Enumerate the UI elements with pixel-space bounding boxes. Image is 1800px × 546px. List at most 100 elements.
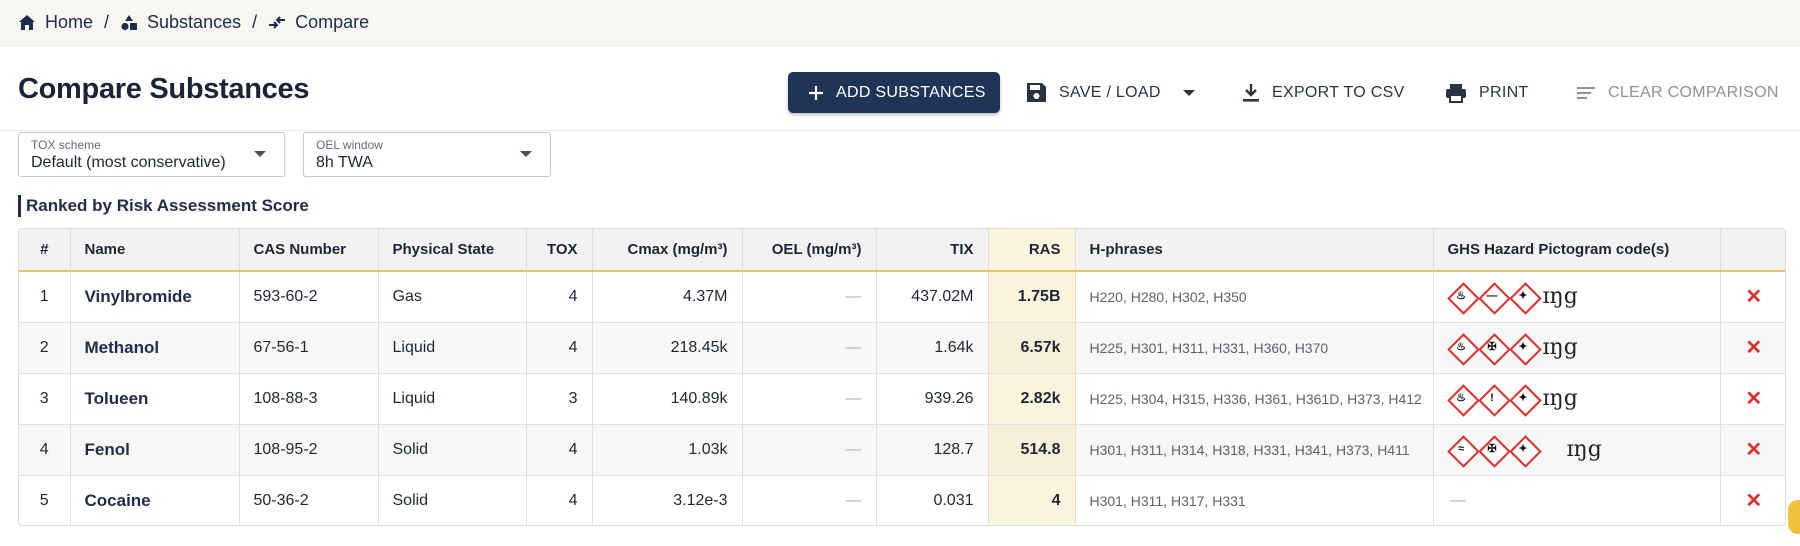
tox-scheme-value: Default (most conservative) <box>31 154 226 171</box>
flame-pictogram-icon: ♨ <box>1448 334 1475 361</box>
cell-tox: 4 <box>526 424 593 475</box>
health-pictogram-icon: ✦ <box>1510 334 1537 361</box>
cell-tox: 3 <box>526 373 593 424</box>
cell-hphrases: H225, H304, H315, H336, H361, H361D, H37… <box>1075 373 1434 424</box>
shapes-icon <box>121 15 138 31</box>
column-header-tix[interactable]: TIX <box>876 229 989 271</box>
cell-cmax: 1.03k <box>592 424 743 475</box>
tox-scheme-label: TOX scheme <box>31 138 101 152</box>
health-pictogram-icon: ✦ <box>1510 385 1537 412</box>
printer-icon <box>1446 83 1466 103</box>
plus-icon <box>809 85 823 100</box>
cell-actions: ✕ <box>1720 322 1785 373</box>
chevron-down-icon <box>1182 89 1195 96</box>
home-icon <box>19 15 35 30</box>
cell-ras: 1.75B <box>988 271 1076 322</box>
skull-pictogram-icon: ✠ <box>1479 334 1506 361</box>
section-title: Ranked by Risk Assessment Score <box>18 195 309 217</box>
health-pictogram-icon: ✦ <box>1510 436 1537 463</box>
cell-ras: 6.57k <box>988 322 1076 373</box>
column-header-cmax[interactable]: Cmax (mg/m³) <box>592 229 743 271</box>
cell-name[interactable]: Vinylbromide <box>70 271 240 322</box>
cell-cmax: 140.89k <box>592 373 743 424</box>
remove-row-button[interactable]: ✕ <box>1745 490 1763 513</box>
save-load-label: SAVE / LOAD <box>1059 83 1161 101</box>
cell-cas: 108-88-3 <box>239 373 379 424</box>
breadcrumb: Home / Substances / Compare <box>0 0 1800 46</box>
column-header-rank[interactable]: # <box>19 229 71 271</box>
pictogram-extra: ɪŋg <box>1542 284 1578 310</box>
column-header-ras[interactable]: RAS <box>988 229 1076 271</box>
skull-pictogram-icon: ✠ <box>1479 436 1506 463</box>
cell-tix: 1.64k <box>876 322 989 373</box>
cell-state: Liquid <box>378 373 527 424</box>
corrosion-pictogram-icon: ≈ <box>1448 436 1475 463</box>
breadcrumb-compare-label: Compare <box>295 12 370 32</box>
column-header-hphrases[interactable]: H-phrases <box>1075 229 1434 271</box>
clear-comparison-button[interactable]: CLEAR COMPARISON <box>1576 72 1779 113</box>
compare-arrows-icon <box>269 16 286 29</box>
cell-pictograms: ♨ — ✦ ɪŋg <box>1433 271 1721 322</box>
cell-tox: 4 <box>526 475 593 525</box>
tox-scheme-select[interactable]: TOX scheme Default (most conservative) <box>18 132 285 177</box>
cell-state: Solid <box>378 424 527 475</box>
table-row: 3 Tolueen 108-88-3 Liquid 3 140.89k — 93… <box>19 373 1785 424</box>
breadcrumb-substances[interactable]: Substances <box>120 12 241 33</box>
oel-window-select[interactable]: OEL window 8h TWA <box>303 132 551 177</box>
gas-pictogram-icon: — <box>1479 283 1506 310</box>
pictogram-extra: ɪŋg <box>1542 386 1578 411</box>
save-load-button[interactable]: SAVE / LOAD <box>1026 72 1195 113</box>
print-button[interactable]: PRINT <box>1445 72 1529 113</box>
cell-name[interactable]: Cocaine <box>70 475 240 525</box>
table-row: 1 Vinylbromide 593-60-2 Gas 4 4.37M — 43… <box>19 271 1785 322</box>
cell-tox: 4 <box>526 322 593 373</box>
column-header-oel[interactable]: OEL (mg/m³) <box>742 229 877 271</box>
cell-pictograms: ≈ ✠ ✦ ɪŋg <box>1433 424 1721 475</box>
oel-window-label: OEL window <box>316 138 383 152</box>
cell-state: Gas <box>378 271 527 322</box>
pictogram-extra: ɪŋg <box>1542 335 1578 360</box>
page-header: Compare Substances ADD SUBSTANCES SAVE /… <box>0 47 1800 131</box>
remove-row-button[interactable]: ✕ <box>1745 388 1763 410</box>
print-label: PRINT <box>1479 83 1529 101</box>
download-icon <box>1243 83 1259 102</box>
column-header-cas[interactable]: CAS Number <box>239 229 379 271</box>
cell-cmax: 4.37M <box>592 271 743 322</box>
cell-name[interactable]: Tolueen <box>70 373 240 424</box>
pictogram-extra: — <box>1449 491 1466 509</box>
cell-pictograms: ♨ ✠ ✦ ɪŋg <box>1433 322 1721 373</box>
breadcrumb-separator: / <box>252 12 258 32</box>
help-tab[interactable] <box>1788 500 1800 534</box>
add-substances-button[interactable]: ADD SUBSTANCES <box>788 72 1000 113</box>
cell-hphrases: H225, H301, H311, H331, H360, H370 <box>1075 322 1434 373</box>
remove-row-button[interactable]: ✕ <box>1745 286 1763 309</box>
cell-ras: 514.8 <box>988 424 1076 475</box>
table-header-row: # Name CAS Number Physical State TOX Cma… <box>19 229 1785 271</box>
column-header-pictograms[interactable]: GHS Hazard Pictogram code(s) <box>1433 229 1721 271</box>
remove-row-button[interactable]: ✕ <box>1745 439 1763 461</box>
cell-hphrases: H301, H311, H317, H331 <box>1075 475 1434 525</box>
cell-hphrases: H301, H311, H314, H318, H331, H341, H373… <box>1075 424 1434 475</box>
column-header-actions <box>1720 229 1785 271</box>
cell-name[interactable]: Fenol <box>70 424 240 475</box>
chevron-down-icon <box>254 151 266 157</box>
cell-name[interactable]: Methanol <box>70 322 240 373</box>
cell-actions: ✕ <box>1720 424 1785 475</box>
cell-state: Solid <box>378 475 527 525</box>
cell-oel: — <box>742 322 877 373</box>
save-icon <box>1027 83 1046 102</box>
column-header-name[interactable]: Name <box>70 229 240 271</box>
cell-ras: 2.82k <box>988 373 1076 424</box>
cell-rank: 5 <box>19 475 71 525</box>
cell-oel: — <box>742 424 877 475</box>
breadcrumb-separator: / <box>104 12 110 32</box>
column-header-tox[interactable]: TOX <box>526 229 593 271</box>
table-row: 2 Methanol 67-56-1 Liquid 4 218.45k — 1.… <box>19 322 1785 373</box>
table-row: 5 Cocaine 50-36-2 Solid 4 3.12e-3 — 0.03… <box>19 475 1785 525</box>
export-csv-button[interactable]: EXPORT TO CSV <box>1242 72 1405 113</box>
remove-row-button[interactable]: ✕ <box>1745 337 1763 359</box>
breadcrumb-home[interactable]: Home <box>18 12 93 33</box>
cell-tox: 4 <box>526 271 593 322</box>
page-title: Compare Substances <box>18 73 310 105</box>
column-header-state[interactable]: Physical State <box>378 229 527 271</box>
